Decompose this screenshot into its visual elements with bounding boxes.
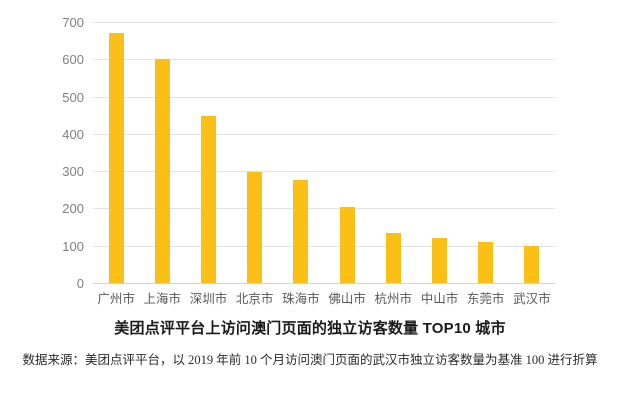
x-tick-label: 广州市: [97, 292, 135, 306]
bar[interactable]: [385, 233, 401, 283]
gridline: [93, 171, 555, 173]
bar[interactable]: [432, 237, 447, 283]
bar[interactable]: [339, 206, 355, 283]
bar[interactable]: [201, 115, 216, 283]
y-tick-label: 300: [62, 164, 84, 180]
x-tick-label: 珠海市: [282, 292, 320, 306]
bar[interactable]: [478, 242, 494, 283]
caption-block: 美团点评平台上访问澳门页面的独立访客数量 TOP10 城市 数据来源：美团点评平…: [0, 318, 620, 372]
chart-title: 美团点评平台上访问澳门页面的独立访客数量 TOP10 城市: [114, 320, 506, 337]
x-tick-label: 佛山市: [328, 292, 366, 306]
gridline: [93, 22, 555, 23]
gridline: [93, 133, 555, 135]
bar[interactable]: [247, 171, 263, 283]
x-tick-label: 武汉市: [513, 292, 551, 306]
bar[interactable]: [154, 59, 170, 283]
y-tick-label: 200: [62, 201, 84, 217]
bar-chart: 0 100 200 300 400 500 600 700 广州市 上海市 深圳市 北京市 珠海市 佛山…: [62, 15, 555, 310]
gridline: [93, 59, 555, 61]
source-note: 数据来源：美团点评平台，以 2019 年前 10 个月访问澳门页面的武汉市独立访…: [22, 353, 598, 367]
x-tick-label: 上海市: [143, 292, 182, 306]
bar-series: [93, 22, 555, 283]
y-tick-label: 600: [62, 52, 84, 68]
gridline: [93, 96, 555, 98]
bar[interactable]: [293, 179, 309, 283]
bar[interactable]: [524, 245, 540, 283]
y-tick-label: 400: [62, 126, 84, 142]
x-tick-label: 杭州市: [374, 292, 413, 306]
x-axis-tick-labels: 广州市 上海市 深圳市 北京市 珠海市 佛山市 杭州市 中山市 东莞市 武汉市: [93, 288, 555, 310]
x-tick-label: 深圳市: [189, 292, 228, 306]
x-tick-label: 北京市: [235, 292, 274, 306]
y-tick-label: 700: [62, 15, 84, 30]
x-tick-label: 东莞市: [466, 292, 505, 306]
gridline: [93, 245, 555, 247]
y-tick-label: 500: [62, 89, 84, 105]
gridline: [93, 208, 555, 210]
plot-area: [93, 22, 555, 284]
x-tick-label: 中山市: [420, 292, 459, 306]
bar[interactable]: [108, 33, 124, 283]
y-tick-label: 100: [62, 238, 84, 254]
y-tick-label: 0: [76, 276, 84, 291]
axis-baseline: [93, 283, 555, 284]
